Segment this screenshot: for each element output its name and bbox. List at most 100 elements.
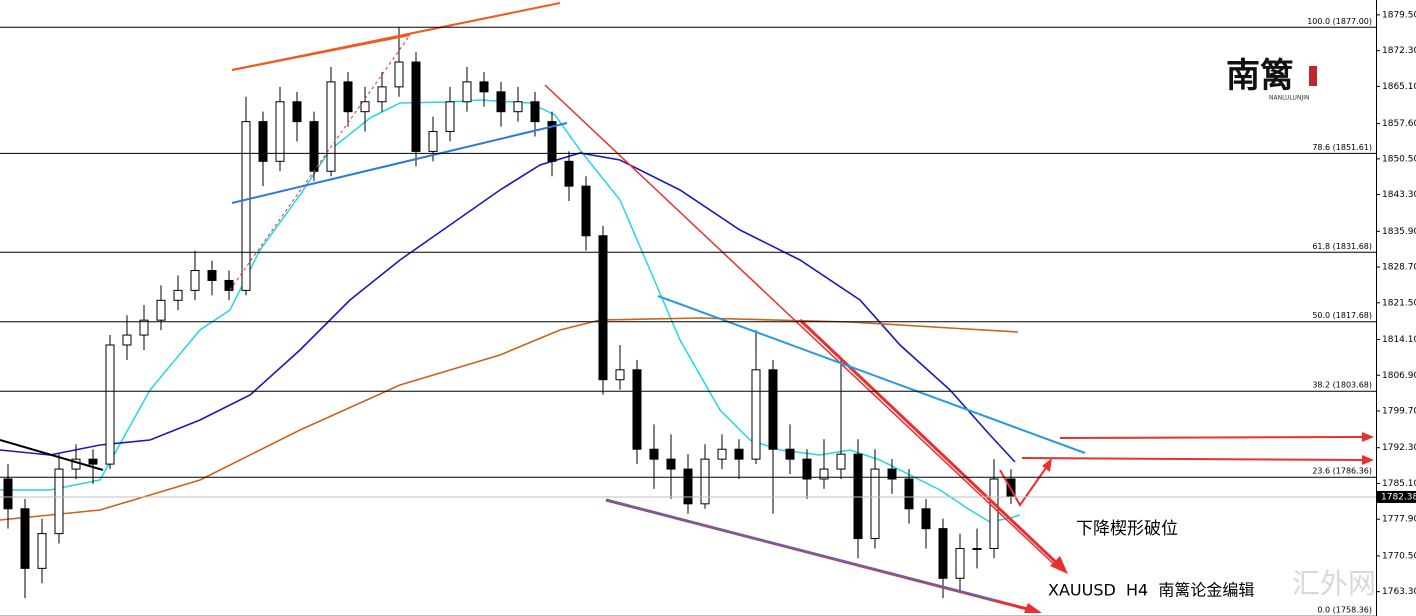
candles (3, 27, 1016, 599)
ma-blue (0, 152, 1016, 463)
candle-body (581, 185, 591, 237)
candle-body (241, 121, 251, 291)
candle-body (105, 344, 115, 465)
candle-body (870, 468, 880, 540)
fib-label: 0.0 (1758.36) (1317, 606, 1372, 615)
y-tick-label: 1770.50 (1382, 551, 1416, 561)
y-tick-label: 1857.60 (1382, 119, 1416, 129)
candle-body (751, 369, 761, 460)
candle-body (717, 448, 727, 460)
trendline (231, 34, 411, 71)
trendline (0, 439, 104, 471)
candle-body (394, 61, 404, 88)
logo-seal (1309, 66, 1317, 86)
candle-body (343, 81, 353, 113)
candle-body (734, 448, 744, 460)
fib-label: 38.2 (1803.68) (1312, 381, 1372, 390)
y-tick-label: 1872.30 (1382, 46, 1416, 56)
candle-body (598, 235, 608, 381)
watermark: 汇外网 (1292, 567, 1376, 600)
logo-subtitle: NANLULUNJIN (1269, 95, 1309, 102)
fib-label: 23.6 (1786.36) (1312, 467, 1372, 476)
candle-body (462, 81, 472, 103)
fib-label: 100.0 (1877.00) (1307, 17, 1372, 26)
candle-body (445, 101, 455, 133)
candle-body (530, 101, 540, 123)
caption: XAUUSD H4 南篱论金编辑 (1048, 581, 1254, 600)
candle-body (836, 453, 846, 470)
candle-body (411, 61, 421, 152)
candle-body (768, 369, 778, 450)
candle-body (802, 458, 812, 480)
trendline (798, 318, 1064, 570)
candle-body (54, 468, 64, 535)
arrow-head (1050, 556, 1068, 574)
ma-orange (0, 317, 1019, 521)
candle-body (275, 101, 285, 162)
candle-body (819, 468, 829, 480)
arrow-head (1042, 458, 1052, 472)
candle-body (360, 101, 370, 113)
candle-body (3, 478, 13, 510)
y-tick-label: 1828.70 (1382, 263, 1416, 273)
fib-label: 61.8 (1831.68) (1312, 242, 1372, 251)
trendline (544, 84, 1061, 571)
y-tick-label: 1777.90 (1382, 515, 1416, 525)
y-tick-label: 1763.30 (1382, 587, 1416, 597)
fib-label: 50.0 (1817.68) (1312, 311, 1372, 320)
moving-averages (0, 99, 1021, 523)
candle-body (496, 91, 506, 113)
trendline (229, 34, 411, 291)
projection (999, 464, 1049, 507)
arrow-head (1362, 455, 1374, 465)
fib-label: 78.6 (1851.61) (1312, 143, 1372, 152)
candle-body (428, 131, 438, 152)
candle-body (37, 533, 47, 569)
candle-body (989, 478, 999, 549)
trendline (231, 122, 568, 204)
y-tick-label: 1785.10 (1382, 479, 1416, 489)
y-tick-label: 1814.10 (1382, 335, 1416, 345)
candle-body (20, 508, 30, 569)
candle-body (615, 369, 625, 381)
candle-body (326, 81, 336, 172)
candle-body (632, 369, 642, 450)
candle-body (853, 453, 863, 540)
candle-body (666, 458, 676, 470)
candle-body (156, 299, 166, 321)
y-tick-label: 1821.50 (1382, 298, 1416, 308)
candle-body (377, 86, 387, 103)
candle-body (292, 101, 302, 123)
y-tick-label: 1792.30 (1382, 443, 1416, 453)
candle-body (513, 101, 523, 113)
candle-body (683, 468, 693, 505)
current-price-label: 1782.38 (1381, 492, 1416, 502)
y-tick-label: 1806.90 (1382, 371, 1416, 381)
y-tick-label: 1799.70 (1382, 406, 1416, 416)
candle-body (88, 458, 98, 465)
candle-body (972, 547, 982, 550)
target-line (1059, 436, 1366, 439)
candle-body (309, 121, 319, 172)
candle-body (258, 121, 268, 162)
candle-body (938, 528, 948, 579)
ma-cyan (0, 99, 1021, 523)
current-price-box (1377, 490, 1416, 503)
y-tick-label: 1835.90 (1382, 227, 1416, 237)
candle-body (785, 448, 795, 460)
candle-body (955, 547, 965, 579)
candle-body (921, 508, 931, 530)
candle-body (479, 81, 489, 93)
candle-body (904, 478, 914, 510)
arrow-head (1362, 432, 1374, 442)
y-tick-label: 1843.30 (1382, 190, 1416, 200)
candle-body (887, 468, 897, 480)
y-tick-label: 1879.50 (1382, 10, 1416, 20)
candle-body (207, 270, 217, 281)
candle-body (649, 448, 659, 460)
candle-body (139, 319, 149, 336)
trendlines (0, 2, 1374, 613)
candle-body (700, 458, 710, 505)
y-tick-label: 1865.10 (1382, 82, 1416, 92)
